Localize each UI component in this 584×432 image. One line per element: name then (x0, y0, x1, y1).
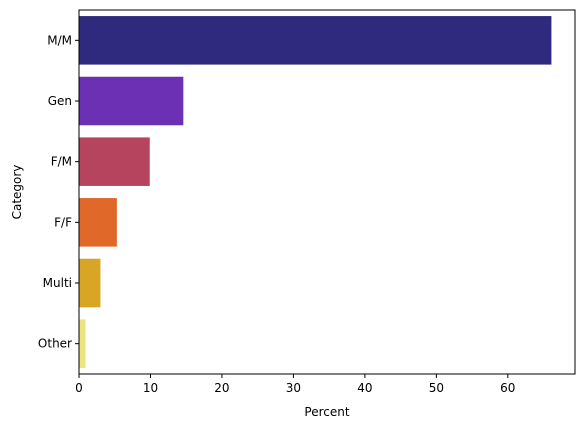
x-tick-label: 30 (286, 381, 301, 395)
bar-gen (79, 76, 184, 126)
x-tick-label: 40 (357, 381, 372, 395)
y-tick-label: Gen (48, 94, 72, 108)
y-tick-label: F/F (54, 215, 72, 229)
x-tick-label: 20 (214, 381, 229, 395)
x-tick-label: 60 (500, 381, 515, 395)
bar-f-m (79, 137, 150, 186)
bars-group (79, 16, 552, 368)
bar-multi (79, 258, 101, 308)
bar-other (79, 319, 86, 368)
y-tick-label: Multi (43, 276, 72, 290)
plot-frame (78, 9, 576, 375)
x-ticks: 0 10 20 30 40 50 60 (75, 374, 515, 395)
y-tick-label: M/M (47, 33, 72, 47)
x-axis-title: Percent (304, 405, 349, 419)
bar-m-m (79, 16, 552, 65)
y-axis-title: Category (10, 165, 24, 220)
y-tick-label: Other (38, 337, 72, 351)
x-tick-label: 0 (75, 381, 83, 395)
y-ticks: M/M Gen F/M F/F Multi Other (38, 33, 79, 351)
y-tick-label: F/M (51, 155, 72, 169)
x-tick-label: 50 (429, 381, 444, 395)
x-tick-label: 10 (143, 381, 158, 395)
bar-f-f (79, 198, 117, 247)
